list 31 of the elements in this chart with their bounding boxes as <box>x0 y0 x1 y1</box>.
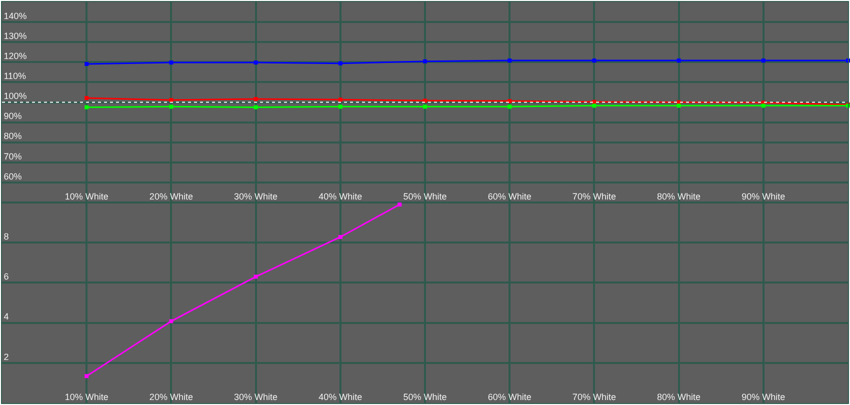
x-tick-label: 70% White <box>572 392 616 402</box>
x-tick-label: 30% White <box>234 392 278 402</box>
y-tick-label: 130% <box>4 30 27 41</box>
y-tick-label: 4 <box>4 312 9 322</box>
x-tick-label: 10% White <box>64 392 108 402</box>
y-tick-label: 110% <box>4 71 26 82</box>
y-tick-label: 8 <box>4 231 9 242</box>
x-tick-label: 70% White <box>572 192 616 202</box>
x-tick-label: 50% White <box>403 392 447 402</box>
y-tick-label: 60% <box>4 171 22 182</box>
x-tick-label: 90% White <box>742 392 786 402</box>
y-tick-label: 80% <box>4 131 22 142</box>
x-tick-label: 30% White <box>234 192 278 202</box>
x-tick-label: 20% White <box>149 392 193 402</box>
x-tick-label: 80% White <box>657 192 701 202</box>
x-tick-label: 10% White <box>64 192 108 202</box>
x-tick-label: 20% White <box>149 192 193 202</box>
x-tick-label: 60% White <box>488 192 532 202</box>
x-tick-label: 50% White <box>403 192 447 202</box>
x-tick-label: 60% White <box>488 392 532 402</box>
y-tick-label: 120% <box>4 51 27 61</box>
x-tick-label: 40% White <box>318 192 362 202</box>
y-tick-label: 90% <box>4 111 22 122</box>
y-tick-label: 140% <box>4 10 27 21</box>
y-tick-label: 2 <box>4 352 9 362</box>
x-tick-label: 40% White <box>318 392 362 402</box>
x-tick-label: 80% White <box>657 392 701 402</box>
y-tick-label: 100% <box>4 91 27 102</box>
y-tick-label: 6 <box>4 272 9 282</box>
y-tick-label: 70% <box>4 151 22 162</box>
x-tick-label: 90% White <box>742 192 786 202</box>
